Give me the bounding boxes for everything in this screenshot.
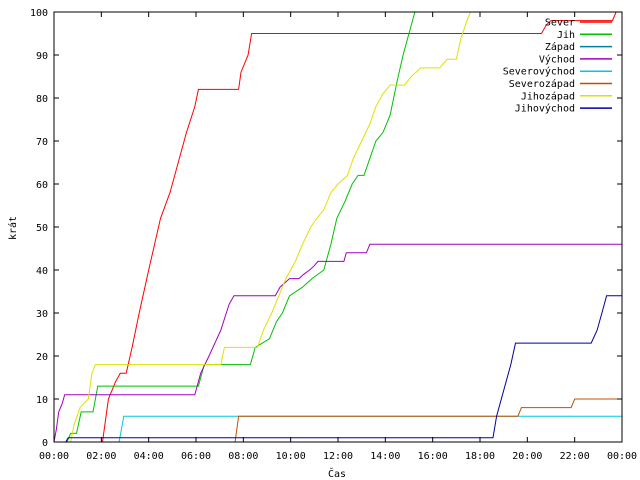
series-line-jihovýchod [54,295,622,443]
series-line-jihozápad [54,11,622,443]
x-tick-label: 22:00 [560,451,590,462]
y-tick-label: 60 [36,180,48,191]
x-tick-label: 06:00 [181,451,211,462]
x-axis-title: Čas [328,467,346,480]
series-line-jih [54,11,622,443]
y-tick-label: 80 [36,94,48,105]
series-line-sever [54,11,622,443]
legend-label: Severozápad [509,78,575,90]
x-tick-label: 10:00 [276,451,306,462]
legend-label: Západ [545,41,575,53]
x-tick-label: 18:00 [465,451,495,462]
tick-layer: 00:00 02:00 04:00 06:00 08:00 10:00 12:00 14:00… [30,8,637,462]
series-line-východ [53,243,622,443]
y-tick-label: 10 [36,395,48,406]
x-tick-label: 12:00 [323,451,353,462]
legend-label: Jih [557,30,575,41]
x-tick-label: 00:00 [607,451,637,462]
y-tick-label: 70 [36,137,48,148]
x-tick-label: 14:00 [370,451,400,462]
x-tick-label: 08:00 [228,451,258,462]
legend-label: Východ [539,53,575,65]
legend-label: Sever [545,18,575,29]
y-tick-label: 30 [36,309,48,320]
legend: SeverJihZápadVýchodSeverovýchodSeverozáp… [503,18,612,115]
y-tick-label: 90 [36,51,48,62]
y-tick-label: 100 [30,8,48,19]
legend-label: Jihovýchod [515,103,575,115]
y-tick-label: 0 [42,438,48,449]
y-tick-label: 50 [36,223,48,234]
y-axis-title: krát [7,216,19,240]
y-tick-label: 40 [36,266,48,277]
x-tick-label: 04:00 [134,451,164,462]
y-tick-label: 20 [36,352,48,363]
x-tick-label: 00:00 [39,451,69,462]
legend-label: Jihozápad [521,90,575,102]
x-tick-label: 16:00 [418,451,448,462]
x-tick-label: 02:00 [86,451,116,462]
x-tick-label: 20:00 [512,451,542,462]
legend-label: Severovýchod [503,66,575,78]
